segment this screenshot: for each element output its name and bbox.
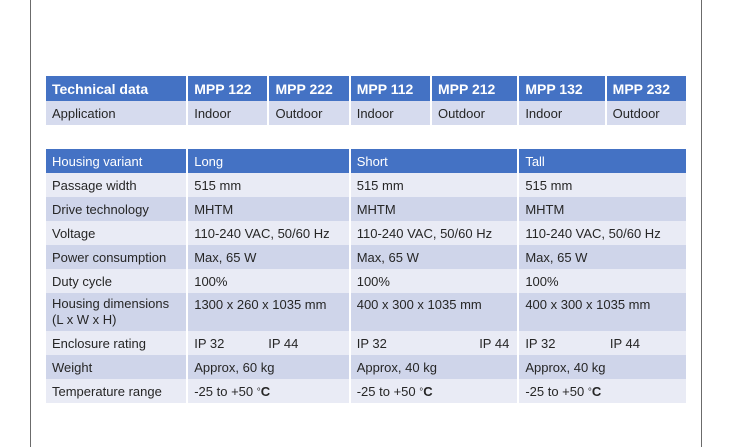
cell: 400 x 300 x 1035 mm — [519, 293, 686, 331]
ip-value: IP 44 — [479, 335, 510, 351]
table-row: Enclosure rating IP 32 IP 44 IP 32 IP 44 I… — [46, 331, 686, 355]
application-row: Application Indoor Outdoor Indoor Outdoo… — [46, 101, 686, 125]
cell: Approx, 60 kg — [188, 355, 349, 379]
table-row: Drive technology MHTM MHTM MHTM — [46, 197, 686, 221]
ip-value: IP 32 — [356, 335, 387, 351]
slide-frame — [30, 0, 702, 447]
degree-symbol: ° — [256, 386, 261, 398]
row-label: Housing dimensions (L x W x H) — [46, 293, 187, 331]
housing-variant-row: Housing variant Long Short Tall — [46, 149, 686, 173]
header-technical-data: Technical data — [46, 76, 187, 101]
row-label: Duty cycle — [46, 269, 187, 293]
unit-c: C — [260, 383, 271, 399]
cell: 1300 x 260 x 1035 mm — [188, 293, 349, 331]
cell: 110-240 VAC, 50/60 Hz — [188, 221, 349, 245]
table-row: Power consumption Max, 65 W Max, 65 W Ma… — [46, 245, 686, 269]
degree-symbol: ° — [587, 386, 592, 398]
cell: 100% — [519, 269, 686, 293]
row-label: Enclosure rating — [46, 331, 187, 355]
table-row: Duty cycle 100% 100% 100% — [46, 269, 686, 293]
header-row: Technical data MPP 122 MPP 222 MPP 112 M… — [46, 76, 686, 101]
cell: 110-240 VAC, 50/60 Hz — [519, 221, 686, 245]
row-label: Application — [46, 101, 187, 125]
cell: MHTM — [350, 197, 518, 221]
cell: Short — [350, 149, 518, 173]
technical-data-table: Technical data MPP 122 MPP 222 MPP 112 M… — [44, 76, 688, 403]
cell: Outdoor — [431, 101, 518, 125]
ip-value: IP 32 — [194, 335, 225, 351]
cell: Outdoor — [606, 101, 686, 125]
header-model: MPP 232 — [606, 76, 686, 101]
cell: 515 mm — [350, 173, 518, 197]
row-label: Power consumption — [46, 245, 187, 269]
table-row: Weight Approx, 60 kg Approx, 40 kg Appro… — [46, 355, 686, 379]
cell: 100% — [350, 269, 518, 293]
cell: 515 mm — [519, 173, 686, 197]
cell: IP 32 IP 44 — [350, 331, 518, 355]
temp-value: -25 to +50 — [525, 383, 588, 399]
ip-value: IP 32 — [525, 335, 556, 351]
cell: -25 to +50 °C — [350, 379, 518, 403]
cell: Indoor — [519, 101, 605, 125]
cell: Outdoor — [269, 101, 349, 125]
cell: 110-240 VAC, 50/60 Hz — [350, 221, 518, 245]
cell: 400 x 300 x 1035 mm — [350, 293, 518, 331]
unit-c: C — [591, 383, 602, 399]
row-label: Housing variant — [46, 149, 187, 173]
cell: IP 32 IP 44 — [188, 331, 349, 355]
cell: 100% — [188, 269, 349, 293]
ip-value: IP 44 — [609, 335, 640, 351]
cell: Approx, 40 kg — [519, 355, 686, 379]
table-row: Temperature range -25 to +50 °C -25 to +… — [46, 379, 686, 403]
temp-value: -25 to +50 — [194, 383, 257, 399]
cell: Long — [188, 149, 349, 173]
header-model: MPP 112 — [350, 76, 430, 101]
cell: Approx, 40 kg — [350, 355, 518, 379]
cell: Tall — [519, 149, 686, 173]
cell: -25 to +50 °C — [188, 379, 349, 403]
table-row: Voltage 110-240 VAC, 50/60 Hz 110-240 VA… — [46, 221, 686, 245]
cell: MHTM — [519, 197, 686, 221]
cell: IP 32 IP 44 — [519, 331, 686, 355]
table-row: Housing dimensions (L x W x H) 1300 x 260… — [46, 293, 686, 331]
label-line: Housing dimensions — [52, 296, 170, 311]
row-label: Weight — [46, 355, 187, 379]
label-line: (L x W x H) — [52, 312, 117, 327]
cell: Indoor — [350, 101, 430, 125]
table-row: Passage width 515 mm 515 mm 515 mm — [46, 173, 686, 197]
degree-symbol: ° — [419, 386, 424, 398]
cell: Indoor — [188, 101, 268, 125]
row-label: Voltage — [46, 221, 187, 245]
ip-value: IP 44 — [268, 335, 299, 351]
header-model: MPP 132 — [519, 76, 605, 101]
header-model: MPP 222 — [269, 76, 349, 101]
header-model: MPP 212 — [431, 76, 518, 101]
cell: Max, 65 W — [350, 245, 518, 269]
cell: Max, 65 W — [519, 245, 686, 269]
row-label: Passage width — [46, 173, 187, 197]
unit-c: C — [423, 383, 433, 399]
cell: MHTM — [188, 197, 349, 221]
cell: Max, 65 W — [188, 245, 349, 269]
header-model: MPP 122 — [188, 76, 268, 101]
row-label: Drive technology — [46, 197, 187, 221]
row-label: Temperature range — [46, 379, 187, 403]
temp-value: -25 to +50 — [356, 383, 420, 399]
cell: -25 to +50 °C — [519, 379, 686, 403]
cell: 515 mm — [188, 173, 349, 197]
